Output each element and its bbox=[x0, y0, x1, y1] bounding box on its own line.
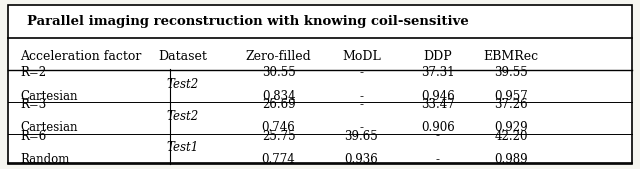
Text: 25.75: 25.75 bbox=[262, 129, 296, 142]
Text: Acceleration factor: Acceleration factor bbox=[20, 50, 142, 63]
Text: 39.65: 39.65 bbox=[344, 129, 378, 142]
Text: Cartesian: Cartesian bbox=[20, 121, 78, 134]
Text: -: - bbox=[436, 153, 440, 166]
Text: Dataset: Dataset bbox=[159, 50, 207, 63]
Text: 26.69: 26.69 bbox=[262, 98, 296, 111]
Text: Test2: Test2 bbox=[167, 78, 199, 91]
Text: 33.47: 33.47 bbox=[421, 98, 455, 111]
Text: Test1: Test1 bbox=[167, 141, 199, 154]
Text: Test2: Test2 bbox=[167, 110, 199, 123]
Text: 30.55: 30.55 bbox=[262, 66, 296, 79]
Text: 42.20: 42.20 bbox=[495, 129, 528, 142]
Text: 0.957: 0.957 bbox=[494, 90, 528, 103]
Text: Parallel imaging reconstruction with knowing coil-sensitive: Parallel imaging reconstruction with kno… bbox=[27, 15, 468, 28]
Text: -: - bbox=[360, 90, 364, 103]
Text: -: - bbox=[360, 121, 364, 134]
Text: 37.31: 37.31 bbox=[421, 66, 454, 79]
Text: DDP: DDP bbox=[424, 50, 452, 63]
Text: R=6: R=6 bbox=[20, 129, 47, 142]
Text: 39.55: 39.55 bbox=[494, 66, 528, 79]
Text: 0.774: 0.774 bbox=[262, 153, 296, 166]
FancyBboxPatch shape bbox=[8, 5, 632, 164]
Text: -: - bbox=[360, 98, 364, 111]
Text: 0.946: 0.946 bbox=[421, 90, 455, 103]
Text: 0.929: 0.929 bbox=[494, 121, 528, 134]
Text: 0.834: 0.834 bbox=[262, 90, 296, 103]
Text: Random: Random bbox=[20, 153, 70, 166]
Text: 0.989: 0.989 bbox=[494, 153, 528, 166]
Text: 0.936: 0.936 bbox=[344, 153, 378, 166]
Text: R=3: R=3 bbox=[20, 98, 47, 111]
Text: -: - bbox=[360, 66, 364, 79]
Text: 0.906: 0.906 bbox=[421, 121, 455, 134]
Text: Cartesian: Cartesian bbox=[20, 90, 78, 103]
Text: R=2: R=2 bbox=[20, 66, 47, 79]
Text: 0.746: 0.746 bbox=[262, 121, 296, 134]
Text: 37.26: 37.26 bbox=[494, 98, 528, 111]
Text: EBMRec: EBMRec bbox=[484, 50, 539, 63]
Text: -: - bbox=[436, 129, 440, 142]
Text: Zero-filled: Zero-filled bbox=[246, 50, 312, 63]
Text: MoDL: MoDL bbox=[342, 50, 381, 63]
